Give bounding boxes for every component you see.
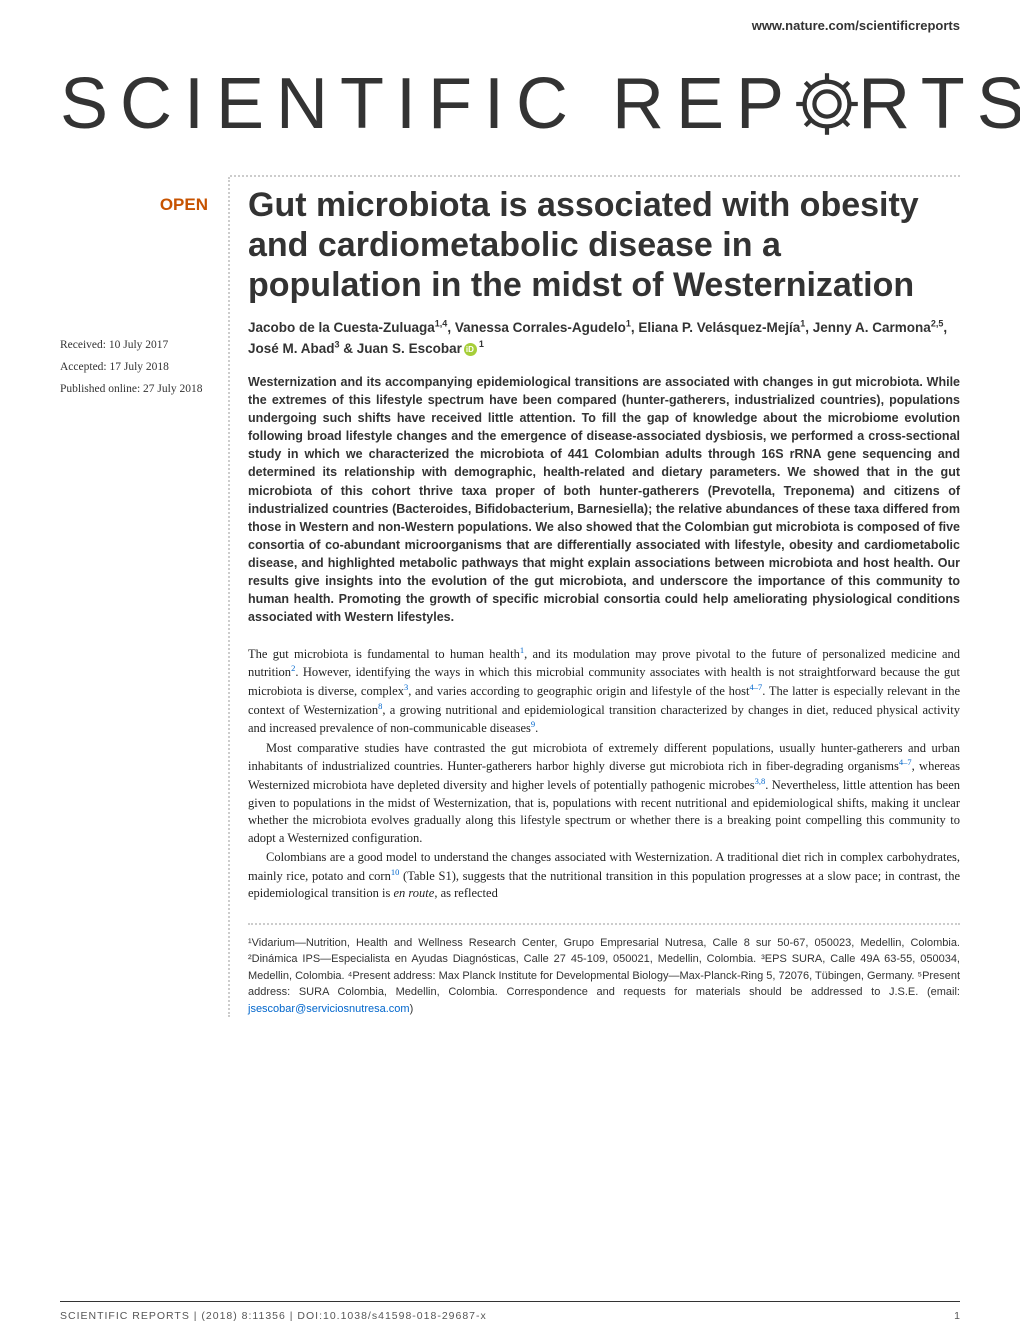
footer-cite-text: | (2018) 8:11356 | DOI:10.1038/s41598-01… [190, 1310, 487, 1322]
gear-icon [792, 69, 862, 139]
affiliations: ¹Vidarium—Nutrition, Health and Wellness… [248, 923, 960, 1018]
logo-text-pre: SCIENTIFIC [60, 63, 580, 145]
logo-text-end: RTS [858, 63, 1020, 145]
body-text: The gut microbiota is fundamental to hum… [248, 645, 960, 903]
page-number: 1 [954, 1310, 960, 1322]
main-column: Gut microbiota is associated with obesit… [230, 177, 960, 1017]
date-received: Received: 10 July 2017 [60, 335, 218, 357]
publication-dates: Received: 10 July 2017 Accepted: 17 July… [60, 335, 218, 401]
author-last-affil: 1 [479, 339, 484, 349]
footer-journal: SCIENTIFIC REPORTS [60, 1310, 190, 1322]
abstract: Westernization and its accompanying epid… [248, 373, 960, 645]
ref-link[interactable]: 3,8 [755, 776, 766, 786]
logo-text-post: REP [612, 63, 796, 145]
journal-logo: SCIENTIFIC REP RTS [0, 43, 1020, 175]
open-access-badge: OPEN [60, 185, 218, 215]
paragraph-1: The gut microbiota is fundamental to hum… [248, 645, 960, 738]
paragraph-2: Most comparative studies have contrasted… [248, 740, 960, 847]
date-published: Published online: 27 July 2018 [60, 379, 218, 401]
affiliations-text: ¹Vidarium—Nutrition, Health and Wellness… [248, 937, 960, 999]
header-url: www.nature.com/scientificreports [0, 0, 1020, 43]
affil-end: ) [410, 1003, 414, 1015]
article-title: Gut microbiota is associated with obesit… [248, 177, 960, 317]
paragraph-3: Colombians are a good model to understan… [248, 849, 960, 903]
author-list: Jacobo de la Cuesta-Zuluaga1,4, Vanessa … [248, 317, 960, 373]
ref-link[interactable]: 4–7 [899, 757, 912, 767]
date-accepted: Accepted: 17 July 2018 [60, 357, 218, 379]
left-sidebar: OPEN Received: 10 July 2017 Accepted: 17… [60, 177, 230, 1017]
ref-link[interactable]: 4–7 [750, 682, 763, 692]
footer-citation: SCIENTIFIC REPORTS | (2018) 8:11356 | DO… [60, 1310, 487, 1322]
orcid-icon [464, 343, 477, 356]
correspondence-email[interactable]: jsescobar@serviciosnutresa.com [248, 1003, 410, 1015]
authors-main: Jacobo de la Cuesta-Zuluaga1,4, Vanessa … [248, 320, 947, 356]
page-footer: SCIENTIFIC REPORTS | (2018) 8:11356 | DO… [60, 1301, 960, 1322]
